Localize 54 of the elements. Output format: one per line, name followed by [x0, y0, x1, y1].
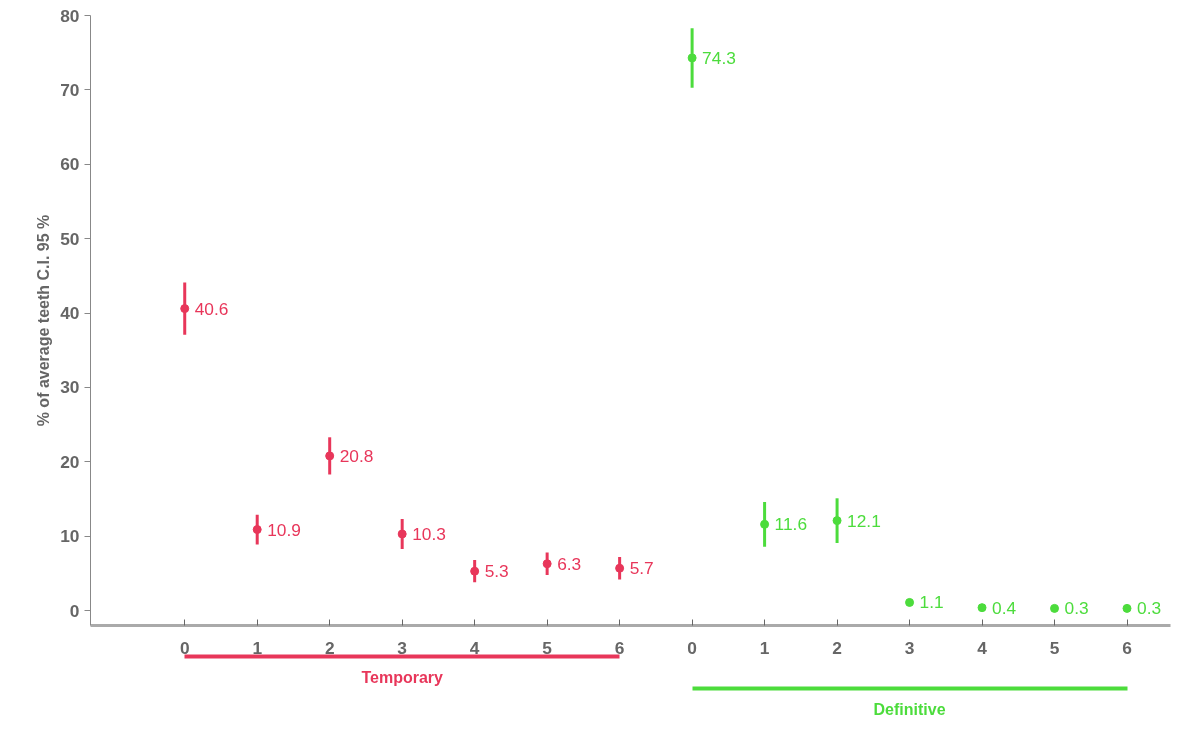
y-tick-label: 10	[60, 526, 80, 547]
data-label: 5.7	[629, 558, 654, 579]
y-tick-label: 50	[60, 228, 80, 249]
data-label: 0.4	[992, 597, 1017, 618]
data-label: 10.9	[267, 519, 301, 540]
y-tick-label: 80	[60, 5, 80, 26]
y-tick-label: 0	[69, 600, 80, 621]
data-label: 11.6	[774, 514, 808, 535]
x-tick-label: 5	[1049, 637, 1060, 658]
point	[325, 451, 335, 461]
data-label: 12.1	[847, 510, 881, 531]
point	[397, 529, 407, 539]
point	[615, 563, 625, 573]
y-tick-label: 30	[60, 377, 80, 398]
data-label: 40.6	[194, 298, 229, 319]
point	[470, 566, 480, 576]
data-label: 5.3	[484, 561, 509, 582]
x-tick-label: 3	[904, 637, 915, 658]
y-tick-label: 20	[60, 451, 80, 472]
x-tick-label: 3	[397, 637, 408, 658]
x-tick-label: 0	[687, 637, 697, 658]
x-tick-label: 5	[542, 637, 553, 658]
data-label: 6.3	[557, 553, 582, 574]
x-tick-label: 4	[469, 637, 480, 658]
x-tick-label: 0	[179, 637, 190, 658]
y-axis-title: % of average teeth C.I. 95 %	[35, 214, 53, 427]
point	[180, 304, 190, 314]
data-label: 0.3	[1137, 598, 1162, 619]
y-tick-label: 70	[60, 79, 80, 100]
x-tick-label: 4	[977, 637, 988, 658]
x-tick-label: 6	[614, 637, 625, 658]
point	[905, 597, 915, 607]
y-tick-label: 40	[60, 303, 80, 324]
point	[1050, 603, 1060, 613]
data-label: 0.3	[1064, 598, 1089, 619]
data-label: 1.1	[919, 592, 944, 613]
data-label: 74.3	[702, 47, 736, 68]
x-tick-label: 6	[1122, 637, 1133, 658]
point	[977, 603, 987, 613]
point	[1122, 603, 1132, 613]
point	[760, 519, 770, 529]
x-tick-label: 1	[252, 637, 263, 658]
point	[832, 516, 842, 526]
point	[252, 525, 262, 535]
text: Temporary	[361, 668, 444, 686]
point	[542, 559, 552, 569]
data-label: 10.3	[412, 524, 446, 544]
data-label: 20.8	[339, 445, 374, 466]
y-tick-label: 60	[60, 154, 80, 175]
x-tick-label: 2	[832, 637, 842, 658]
text: Definitive	[873, 700, 946, 718]
point	[687, 53, 697, 63]
x-tick-label: 2	[324, 637, 335, 658]
x-tick-label: 1	[759, 637, 770, 658]
